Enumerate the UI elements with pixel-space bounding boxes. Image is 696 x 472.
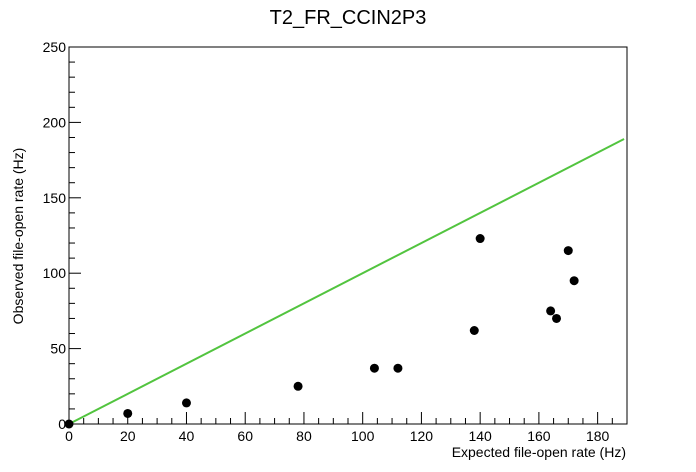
data-point [393,363,403,373]
tick-labels: 0 20 40 60 80 100 120 140 160 180 0 50 100 150 200 250 [43,39,610,444]
data-points [64,234,579,429]
plot-frame-border [68,46,628,425]
y-tick-label: 50 [50,341,66,357]
y-tick-label: 150 [43,190,67,206]
reference-line-layer [68,138,625,425]
y-tick-label: 0 [58,416,66,432]
axis-ticks [68,46,628,425]
data-point [181,398,191,408]
data-point [293,381,303,391]
reference-line [68,138,625,425]
x-tick-label: 100 [351,428,375,444]
x-tick-label: 0 [65,428,73,444]
y-tick-label: 100 [43,265,67,281]
y-tick-label: 200 [43,114,67,130]
x-tick-label: 40 [179,428,195,444]
y-tick-label: 250 [43,39,67,55]
x-tick-label: 160 [527,428,551,444]
data-point [552,313,562,323]
x-axis-label: Expected file-open rate (Hz) [452,444,626,460]
x-tick-label: 120 [410,428,434,444]
data-point [123,408,133,418]
x-tick-label: 140 [468,428,492,444]
data-point [569,276,579,286]
data-point [546,306,556,316]
plot-frame [68,46,628,425]
x-tick-label: 60 [237,428,253,444]
chart-title: T2_FR_CCIN2P3 [270,7,427,29]
x-tick-label: 20 [120,428,136,444]
data-point [475,234,485,244]
x-tick-label: 80 [296,428,312,444]
data-point [563,246,573,256]
data-point [469,326,479,336]
data-point [64,419,74,429]
data-point [369,363,379,373]
x-tick-label: 180 [586,428,610,444]
y-axis-label: Observed file-open rate (Hz) [10,148,26,325]
